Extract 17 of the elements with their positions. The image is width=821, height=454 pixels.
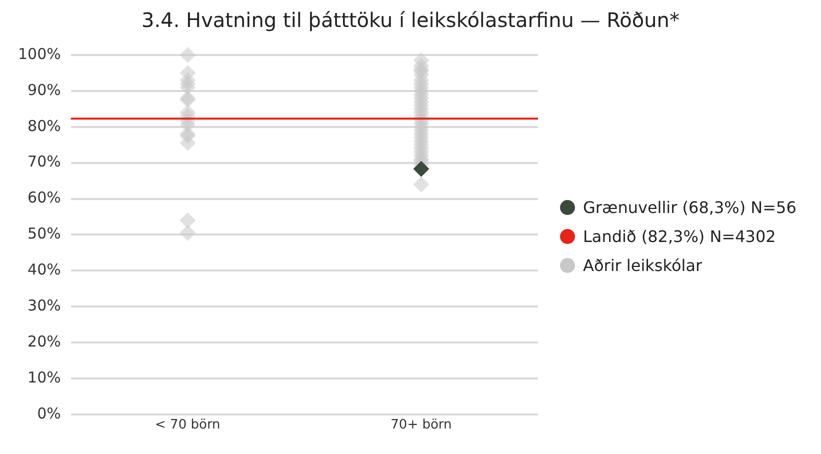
y-tick-label: 30% [28, 296, 61, 314]
y-tick-label: 50% [28, 224, 61, 243]
y-tick-label: 20% [28, 332, 61, 350]
legend-label: Grænuvellir (68,3%) N=56 [583, 198, 796, 216]
y-tick-label: 0% [37, 404, 61, 422]
x-tick-label: < 70 börn [155, 418, 220, 433]
x-tick-label: 70+ börn [390, 418, 452, 433]
y-tick-label: 10% [28, 368, 61, 386]
y-tick-label: 60% [28, 188, 61, 207]
chart-title: 3.4. Hvatning til þátttöku í leikskólastarfinu — Röðun* [140, 8, 680, 32]
legend-label: Landið (82,3%) N=4302 [583, 226, 776, 246]
y-tick-label: 80% [28, 116, 61, 135]
y-tick-label: 100% [18, 44, 61, 63]
legend-label: Aðrir leikskólar [583, 256, 702, 274]
y-tick-label: 40% [28, 260, 61, 279]
y-tick-label: 70% [28, 152, 61, 171]
y-tick-label: 90% [28, 80, 61, 99]
